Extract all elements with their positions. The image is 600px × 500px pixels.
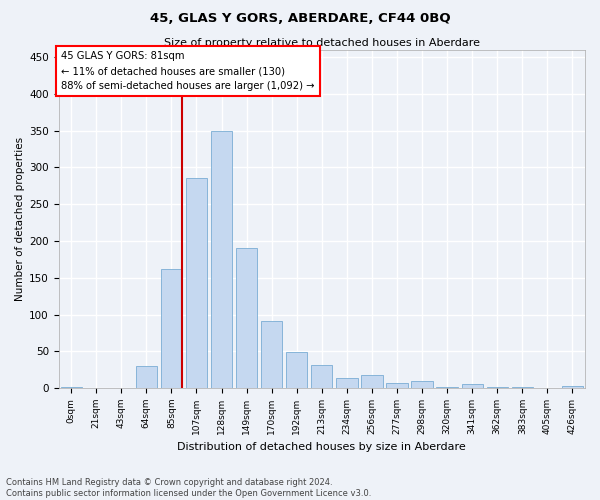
Bar — [186, 178, 207, 388]
Bar — [461, 384, 483, 388]
Bar — [136, 366, 157, 388]
Text: 45 GLAS Y GORS: 81sqm
← 11% of detached houses are smaller (130)
88% of semi-det: 45 GLAS Y GORS: 81sqm ← 11% of detached … — [61, 52, 315, 91]
Bar — [211, 130, 232, 388]
Title: Size of property relative to detached houses in Aberdare: Size of property relative to detached ho… — [164, 38, 480, 48]
Bar — [562, 386, 583, 388]
Bar — [361, 375, 383, 388]
Bar — [236, 248, 257, 388]
Bar — [286, 352, 307, 388]
Bar — [261, 321, 283, 388]
Bar — [336, 378, 358, 388]
Bar — [61, 386, 82, 388]
Bar — [311, 366, 332, 388]
Bar — [161, 269, 182, 388]
Bar — [412, 380, 433, 388]
X-axis label: Distribution of detached houses by size in Aberdare: Distribution of detached houses by size … — [178, 442, 466, 452]
Bar — [386, 383, 407, 388]
Text: Contains HM Land Registry data © Crown copyright and database right 2024.
Contai: Contains HM Land Registry data © Crown c… — [6, 478, 371, 498]
Text: 45, GLAS Y GORS, ABERDARE, CF44 0BQ: 45, GLAS Y GORS, ABERDARE, CF44 0BQ — [149, 12, 451, 26]
Y-axis label: Number of detached properties: Number of detached properties — [15, 137, 25, 301]
